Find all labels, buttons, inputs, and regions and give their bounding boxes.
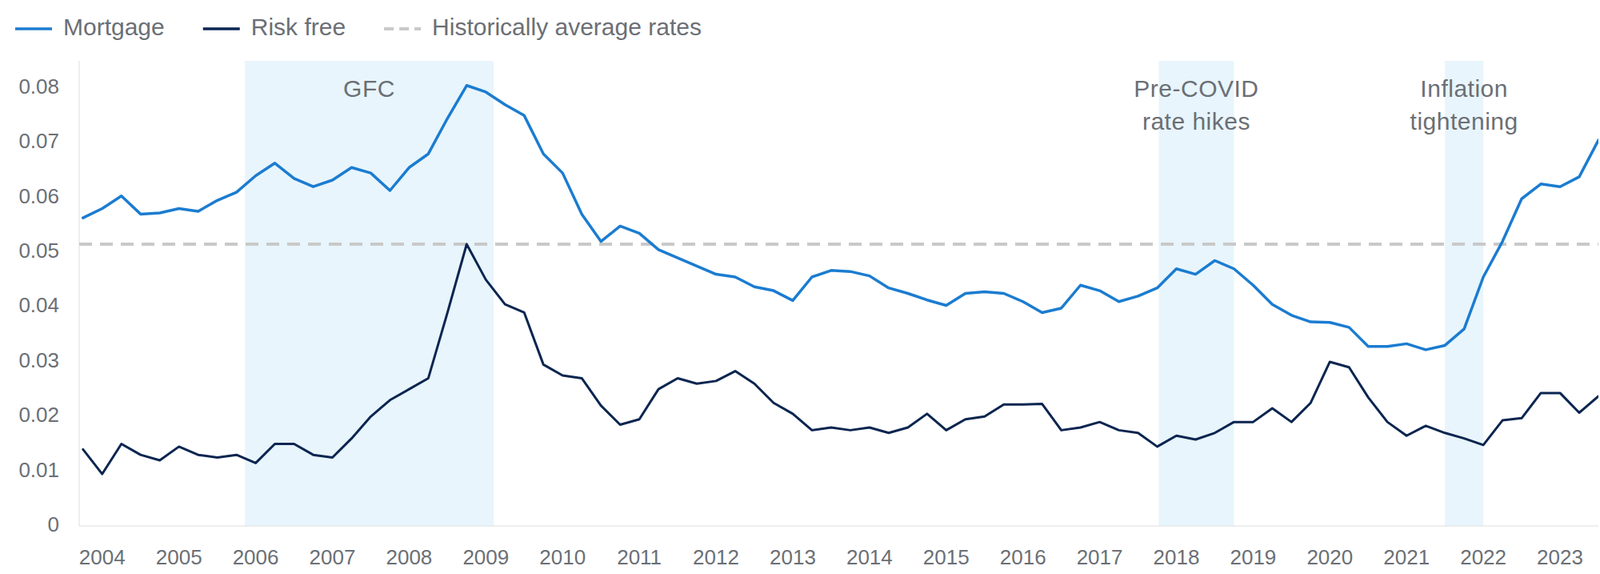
x-tick-label: 2022 [1460, 544, 1507, 569]
x-tick-label: 2019 [1229, 544, 1276, 569]
x-tick-label: 2020 [1306, 544, 1353, 569]
x-tick-label: 2007 [309, 544, 356, 569]
x-tick-label: 2005 [156, 544, 203, 569]
x-tick-label: 2010 [539, 544, 586, 569]
x-tick-label: 2017 [1076, 544, 1124, 569]
y-tick-label: 0.07 [18, 128, 60, 153]
band-label: Pre-COVID [1133, 75, 1259, 102]
x-tick-label: 2023 [1536, 544, 1584, 569]
shaded-band [244, 60, 494, 526]
legend-label: Mortgage [63, 13, 165, 40]
series-line [83, 244, 1599, 474]
reference-line [79, 242, 1599, 246]
y-tick-label: 0 [48, 512, 60, 536]
y-tick-label: 0.05 [18, 238, 60, 263]
x-tick-label: 2016 [1000, 544, 1047, 569]
y-tick-label: 0.03 [18, 348, 60, 372]
band-label: GFC [343, 75, 396, 102]
y-tick-label: 0.08 [18, 74, 60, 99]
x-tick-label: 2009 [462, 544, 509, 569]
x-tick-label: 2018 [1153, 544, 1200, 569]
chart: GFC Pre-COVID rate hikes Inflation tightenin… [0, 0, 1600, 574]
legend-label: Historically average rates [432, 13, 702, 40]
y-tick-label: 0.02 [18, 402, 60, 427]
x-tick-label: 2011 [616, 544, 662, 569]
band-label: Inflation [1420, 75, 1508, 102]
x-tick-label: 2006 [232, 544, 280, 569]
x-tick-label: 2004 [79, 544, 126, 569]
y-tick-label: 0.04 [18, 292, 60, 317]
y-tick-label: 0.06 [18, 184, 60, 208]
band-label: tightening [1410, 108, 1519, 135]
x-tick-label: 2015 [923, 544, 970, 569]
x-axis-line [79, 525, 1599, 527]
legend-swatch [15, 27, 52, 31]
x-tick-label: 2021 [1383, 544, 1430, 569]
band-label: rate hikes [1142, 108, 1251, 135]
x-tick-label: 2008 [385, 544, 432, 569]
bands [244, 60, 1484, 526]
x-tick-label: 2014 [846, 544, 893, 569]
legend: Mortgage Risk free Historically average ra… [15, 13, 702, 40]
x-tick-label: 2013 [769, 544, 816, 569]
legend-label: Risk free [251, 13, 346, 40]
series-line [83, 85, 1599, 350]
x-tick-label: 2012 [692, 544, 740, 569]
legend-swatch [203, 27, 240, 31]
plot-data [79, 85, 1599, 474]
y-tick-label: 0.01 [18, 457, 60, 482]
y-axis-line [79, 60, 80, 526]
legend-swatch [384, 27, 421, 31]
